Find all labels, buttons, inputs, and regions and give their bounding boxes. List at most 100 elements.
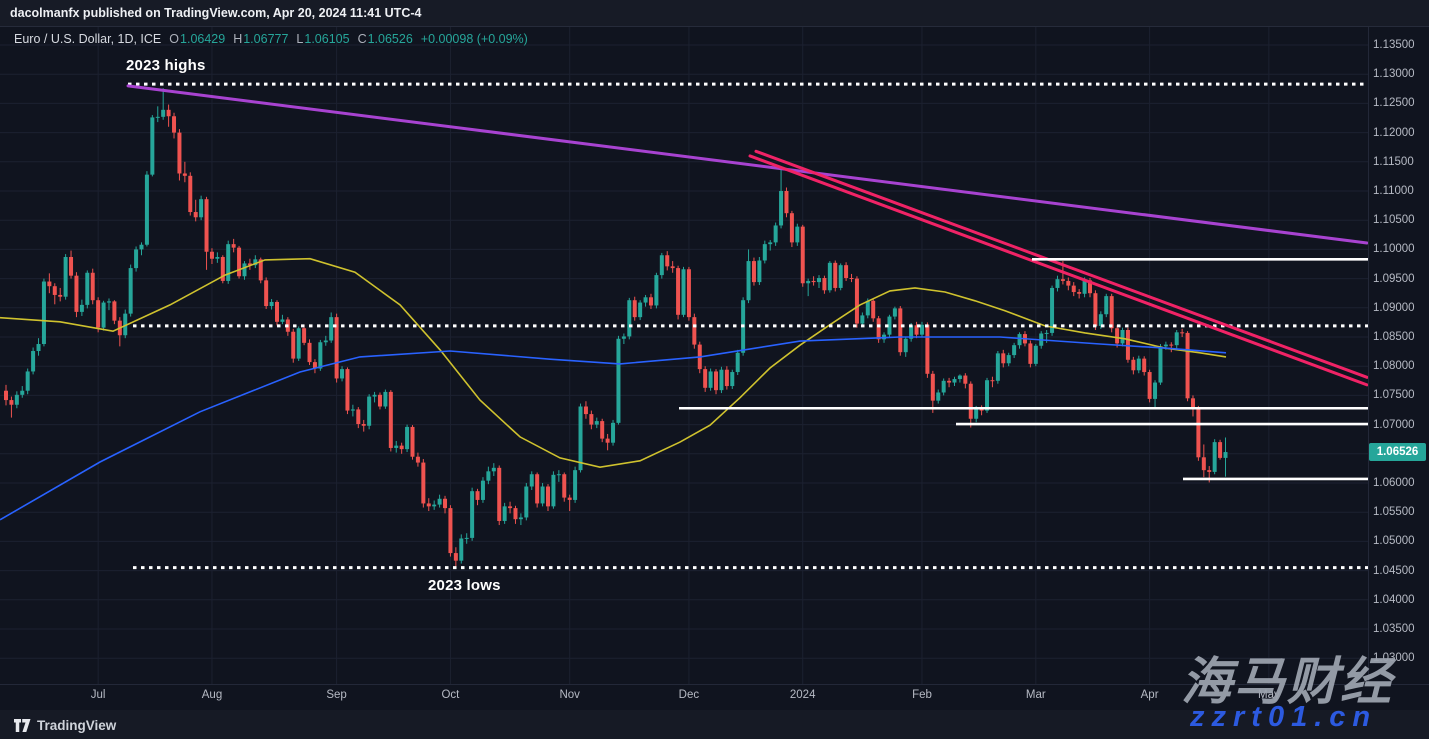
candle-body	[1012, 345, 1017, 356]
candle-body	[974, 408, 979, 419]
candle-body	[361, 424, 366, 426]
candle-body	[394, 445, 399, 448]
candle-body	[377, 394, 382, 407]
chart-legend[interactable]: Euro / U.S. Dollar, 1D, ICE O1.06429 H1.…	[14, 31, 528, 47]
candle-body	[69, 256, 74, 276]
candle-body	[448, 508, 453, 554]
candle-body	[556, 474, 561, 476]
candle-body	[957, 375, 962, 380]
candle-body	[860, 315, 865, 324]
candle-body	[134, 249, 139, 269]
candle-body	[654, 275, 659, 306]
moving-averages	[0, 257, 1227, 521]
candle-body	[432, 504, 437, 507]
candle-body	[280, 319, 285, 322]
candle-body	[459, 538, 464, 561]
candle-body	[941, 380, 946, 393]
candle-body	[567, 497, 572, 500]
candle-body	[887, 316, 892, 335]
symbol-title[interactable]: Euro / U.S. Dollar, 1D, ICE	[14, 32, 162, 46]
candle-body	[638, 302, 643, 318]
annotation-2023-highs[interactable]: 2023 highs	[126, 57, 206, 74]
candle-body	[659, 255, 664, 276]
candle-body	[616, 338, 621, 423]
candle-body	[621, 336, 626, 339]
candle-body	[1196, 408, 1201, 458]
candle-body	[627, 300, 632, 337]
drawings[interactable]	[126, 82, 1369, 570]
candle-body	[1098, 314, 1103, 326]
candle-body	[1153, 382, 1158, 399]
candle-body	[443, 498, 448, 509]
candle-body	[562, 474, 567, 498]
candle-body	[502, 506, 507, 521]
candle-body	[833, 262, 838, 288]
candle-body	[730, 372, 735, 387]
ohlc-open: O1.06429	[169, 32, 226, 46]
candle-body	[686, 269, 691, 318]
time-axis-border	[0, 684, 1429, 685]
candle-body	[714, 371, 719, 391]
candle-body	[844, 265, 849, 279]
ohlc-low: L1.06105	[296, 32, 350, 46]
candle-body	[676, 268, 681, 315]
candle-body	[936, 392, 941, 401]
candle-body	[264, 280, 269, 307]
grid-lines	[0, 27, 1368, 684]
tradingview-logo[interactable]: TradingView	[14, 718, 116, 733]
candle-body	[486, 471, 491, 481]
candle-body	[768, 242, 773, 245]
candle-body	[947, 380, 952, 383]
candle-body	[453, 553, 458, 561]
candle-body	[719, 369, 724, 391]
candle-body	[865, 300, 870, 316]
candle-body	[350, 409, 355, 411]
candle-body	[600, 421, 605, 439]
candle-body	[876, 318, 881, 340]
candle-body	[399, 445, 404, 450]
candle-body	[63, 256, 68, 297]
candle-body	[995, 353, 1000, 381]
candle-body	[789, 213, 794, 243]
candle-body	[648, 297, 653, 306]
candle-body	[1174, 332, 1179, 346]
candle-body	[79, 304, 84, 312]
candle-body	[421, 462, 426, 504]
candle-body	[437, 498, 442, 505]
last-price-badge: 1.06526	[1369, 443, 1426, 462]
candle-body	[106, 301, 111, 303]
candle-body	[215, 256, 220, 259]
candle-body	[1147, 372, 1152, 399]
candle-body	[540, 486, 545, 504]
candle-body	[340, 369, 345, 379]
candle-body	[1044, 332, 1049, 334]
trendline-channel-upper	[754, 149, 1369, 379]
candle-body	[708, 371, 713, 388]
candle-body	[1223, 452, 1228, 458]
candle-body	[1158, 346, 1163, 383]
candle-body	[1125, 329, 1130, 360]
candle-body	[9, 400, 14, 405]
candle-body	[968, 383, 973, 419]
candle-body	[724, 369, 729, 387]
candle-body	[491, 467, 496, 472]
candle-body	[356, 409, 361, 425]
candle-body	[1120, 329, 1125, 344]
watermark-chinese: 海马财经	[1181, 653, 1394, 710]
candle-body	[1142, 358, 1147, 373]
candle-body	[703, 369, 708, 388]
candle-body	[20, 390, 25, 395]
candle-body	[822, 278, 827, 291]
candle-body	[963, 375, 968, 384]
annotation-2023-lows[interactable]: 2023 lows	[428, 577, 501, 594]
candle-body	[589, 414, 594, 425]
candle-body	[513, 508, 518, 520]
candle-body	[632, 300, 637, 318]
candle-body	[166, 109, 171, 117]
candle-body	[177, 132, 182, 174]
candle-body	[1082, 280, 1087, 294]
trendline-2023-highs-downtrend	[126, 84, 1369, 245]
candle-body	[291, 331, 296, 359]
